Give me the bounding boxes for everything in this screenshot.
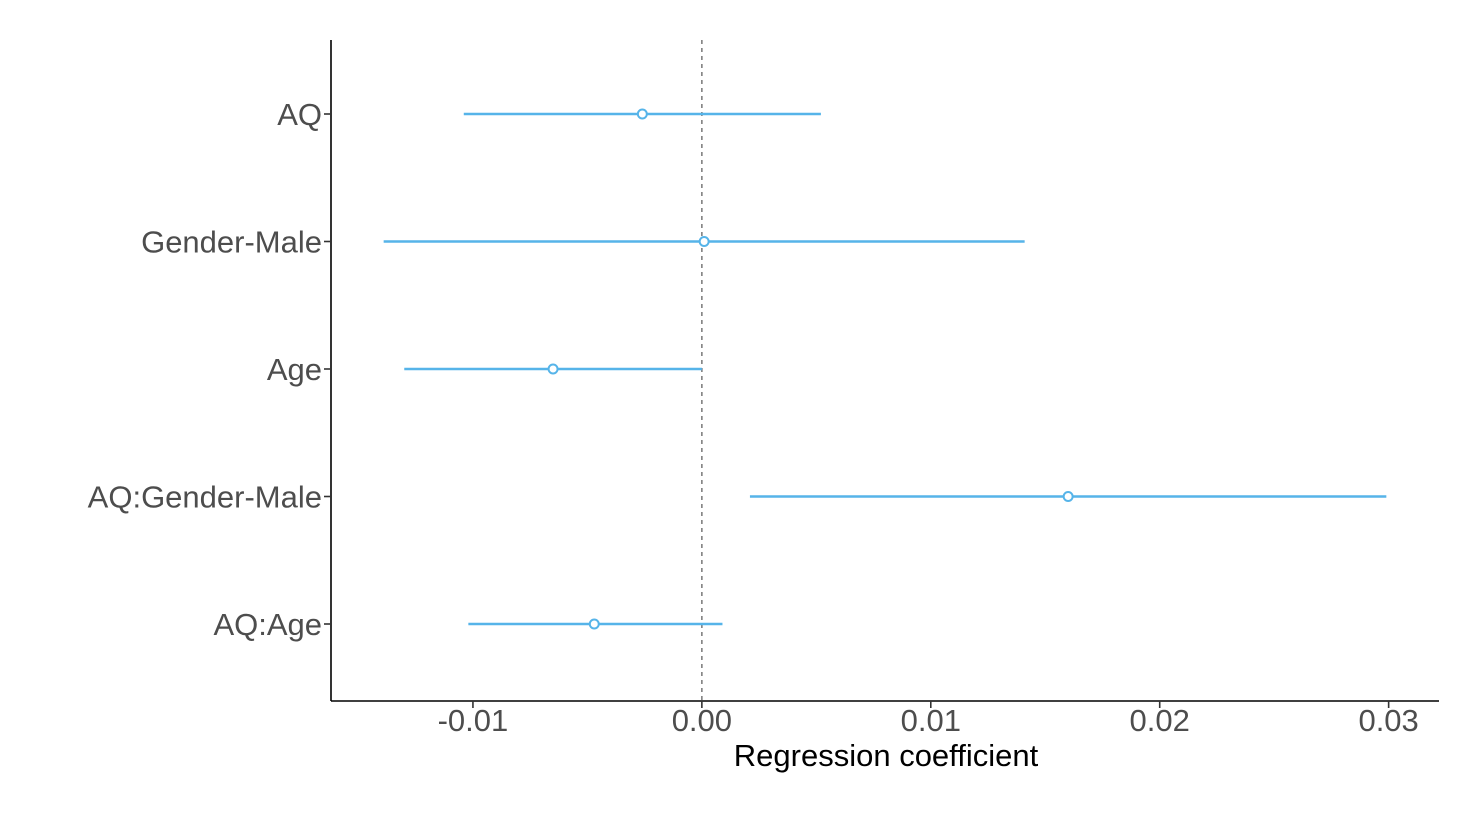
y-tick-label: AQ:Gender-Male [88,480,322,515]
y-tick-label: AQ:Age [213,607,322,642]
x-tick-label: -0.01 [438,703,509,738]
y-axis: AQ Gender-Male Age AQ:Gender-Male AQ:Age [88,40,332,701]
y-tick-label: AQ [277,97,322,132]
point-estimate [636,108,648,120]
x-axis: -0.01 0.00 0.01 0.02 0.03 [331,700,1439,738]
x-tick-label: 0.03 [1358,703,1418,738]
y-tick-label: Gender-Male [141,225,322,260]
point-estimate [1062,491,1074,502]
y-tick-label: Age [267,352,322,387]
point-estimate [547,363,559,375]
x-axis-title: Regression coefficient [734,738,1039,773]
plot-area [383,40,1387,701]
point-estimate [588,618,600,630]
point-estimate [698,236,710,247]
x-tick-label: 0.01 [901,703,961,738]
x-tick-label: 0.00 [672,703,732,738]
x-tick-label: 0.02 [1130,703,1190,738]
